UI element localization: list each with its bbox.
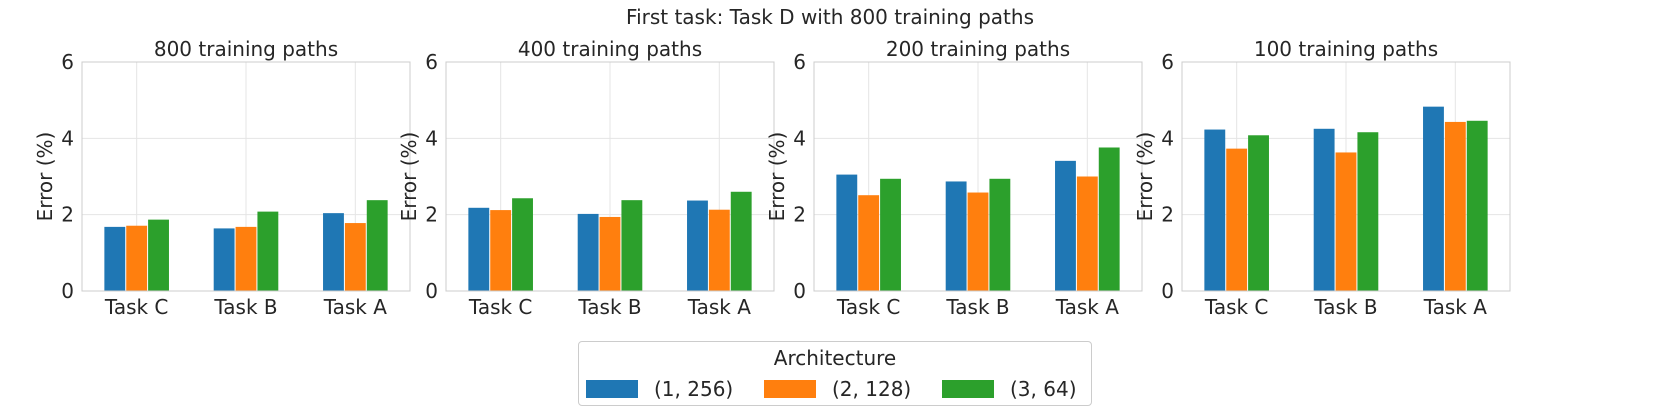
- panel-1-ytick-2: 4: [61, 126, 74, 150]
- panel-1-bar-task-b-series-1: [213, 228, 235, 291]
- panel-1-bar-task-c-series-2: [126, 225, 148, 291]
- panel-2-xtick-1: Task B: [577, 295, 641, 319]
- panel-2-title: 400 training paths: [518, 37, 702, 61]
- legend-entry-3: (3, 64): [942, 377, 1077, 401]
- panel-1-xtick-1: Task B: [213, 295, 277, 319]
- legend-label-2: (2, 128): [832, 377, 912, 401]
- panel-2-bar-task-a-series-3: [730, 191, 752, 291]
- panel-4-bar-task-c-series-1: [1204, 129, 1226, 291]
- panel-1-bar-task-a-series-1: [323, 213, 344, 291]
- panel-2-ytick-2: 4: [425, 126, 438, 150]
- legend: Architecture (1, 256) (2, 128) (3, 64): [578, 341, 1092, 406]
- panel-2-ytick-0: 0: [425, 279, 438, 303]
- panel-4-ytick-3: 6: [1161, 50, 1174, 74]
- panel-3-ytick-0: 0: [793, 279, 806, 303]
- panel-4-bar-task-c-series-3: [1248, 135, 1269, 291]
- panel-4-title: 100 training paths: [1254, 37, 1438, 61]
- panel-2-bar-task-c-series-1: [468, 207, 490, 291]
- panel-3-bar-task-c-series-2: [858, 195, 880, 291]
- panel-4-ytick-2: 4: [1161, 126, 1174, 150]
- panel-1-xtick-2: Task A: [323, 295, 388, 319]
- panel-4-ytick-0: 0: [1161, 279, 1174, 303]
- panel-3-xtick-2: Task A: [1055, 295, 1120, 319]
- panel-2-bar-task-b-series-3: [621, 200, 643, 291]
- panel-4-bar-task-b-series-3: [1357, 132, 1379, 291]
- panel-3-bar-task-c-series-3: [880, 178, 901, 291]
- panel-1-ylabel: Error (%): [33, 132, 57, 222]
- legend-entry-1: (1, 256): [586, 377, 733, 401]
- panel-3-bar-task-a-series-1: [1055, 160, 1076, 291]
- panel-2-frame: [445, 61, 775, 292]
- panel-2-bar-task-c-series-2: [490, 210, 512, 291]
- panel-2-bar-task-b-series-1: [577, 213, 599, 291]
- panel-3-bar-task-b-series-3: [989, 178, 1011, 291]
- panel-3-bar-task-b-series-2: [967, 192, 989, 291]
- panel-3-ytick-2: 4: [793, 126, 806, 150]
- panel-4-ytick-1: 2: [1161, 203, 1174, 227]
- legend-swatch-3: [942, 380, 994, 398]
- panel-3-xtick-0: Task C: [836, 295, 901, 319]
- panel-3-frame: [813, 61, 1143, 292]
- panel-2-xtick-0: Task C: [468, 295, 533, 319]
- panel-2-xtick-2: Task A: [687, 295, 752, 319]
- legend-swatch-1: [586, 380, 638, 398]
- panel-4-ylabel: Error (%): [1133, 132, 1157, 222]
- legend-entry-2: (2, 128): [764, 377, 911, 401]
- panel-2-ytick-3: 6: [425, 50, 438, 74]
- panel-3-xtick-1: Task B: [945, 295, 1009, 319]
- panel-1-frame: [81, 61, 411, 292]
- panel-2-ytick-1: 2: [425, 203, 438, 227]
- panel-4-frame: [1181, 61, 1511, 292]
- panel-4-xtick-0: Task C: [1204, 295, 1269, 319]
- panel-4-xtick-2: Task A: [1423, 295, 1488, 319]
- panel-4-bar-task-b-series-2: [1335, 152, 1357, 291]
- legend-title: Architecture: [773, 346, 897, 370]
- panel-1-xtick-0: Task C: [104, 295, 169, 319]
- legend-label-1: (1, 256): [654, 377, 734, 401]
- panel-1-bar-task-a-series-3: [366, 200, 388, 291]
- panel-1-bar-task-c-series-3: [148, 219, 169, 291]
- panel-3-bar-task-b-series-1: [945, 181, 967, 291]
- panel-3-ylabel: Error (%): [765, 132, 789, 222]
- panel-4-xtick-1: Task B: [1313, 295, 1377, 319]
- panel-1-ytick-0: 0: [61, 279, 74, 303]
- panel-3-bar-task-a-series-2: [1076, 176, 1098, 291]
- panel-2-bar-task-b-series-2: [599, 216, 621, 291]
- panel-1-bar-task-b-series-3: [257, 211, 279, 291]
- panel-3-title: 200 training paths: [886, 37, 1070, 61]
- panel-3-ytick-3: 6: [793, 50, 806, 74]
- panel-2-bar-task-a-series-1: [687, 200, 708, 291]
- panel-2-ylabel: Error (%): [397, 132, 421, 222]
- panel-4-bar-task-b-series-1: [1313, 128, 1335, 291]
- legend-swatch-2: [764, 380, 816, 398]
- figure-suptitle: First task: Task D with 800 training pat…: [626, 5, 1034, 29]
- panel-1-title: 800 training paths: [154, 37, 338, 61]
- panel-4-bar-task-a-series-2: [1444, 121, 1466, 292]
- panel-4-bar-task-a-series-3: [1466, 120, 1488, 291]
- panel-2-bar-task-a-series-2: [708, 209, 730, 291]
- panel-4-bar-task-c-series-2: [1226, 148, 1248, 291]
- panel-1-bar-task-b-series-2: [235, 226, 257, 291]
- panel-3-bar-task-c-series-1: [836, 174, 858, 291]
- panel-1-bar-task-a-series-2: [344, 223, 366, 291]
- panel-4-bar-task-a-series-1: [1423, 106, 1444, 291]
- panel-1-bar-task-c-series-1: [104, 226, 126, 291]
- panel-2-bar-task-c-series-3: [512, 198, 533, 291]
- panels: 800 training paths 0 2 4 6 Task C Task B Task A…: [33, 37, 1511, 319]
- panel-3-bar-task-a-series-3: [1098, 147, 1120, 291]
- legend-label-3: (3, 64): [1010, 377, 1077, 401]
- panel-3-ytick-1: 2: [793, 203, 806, 227]
- panel-1-ytick-3: 6: [61, 50, 74, 74]
- panel-1-ytick-1: 2: [61, 203, 74, 227]
